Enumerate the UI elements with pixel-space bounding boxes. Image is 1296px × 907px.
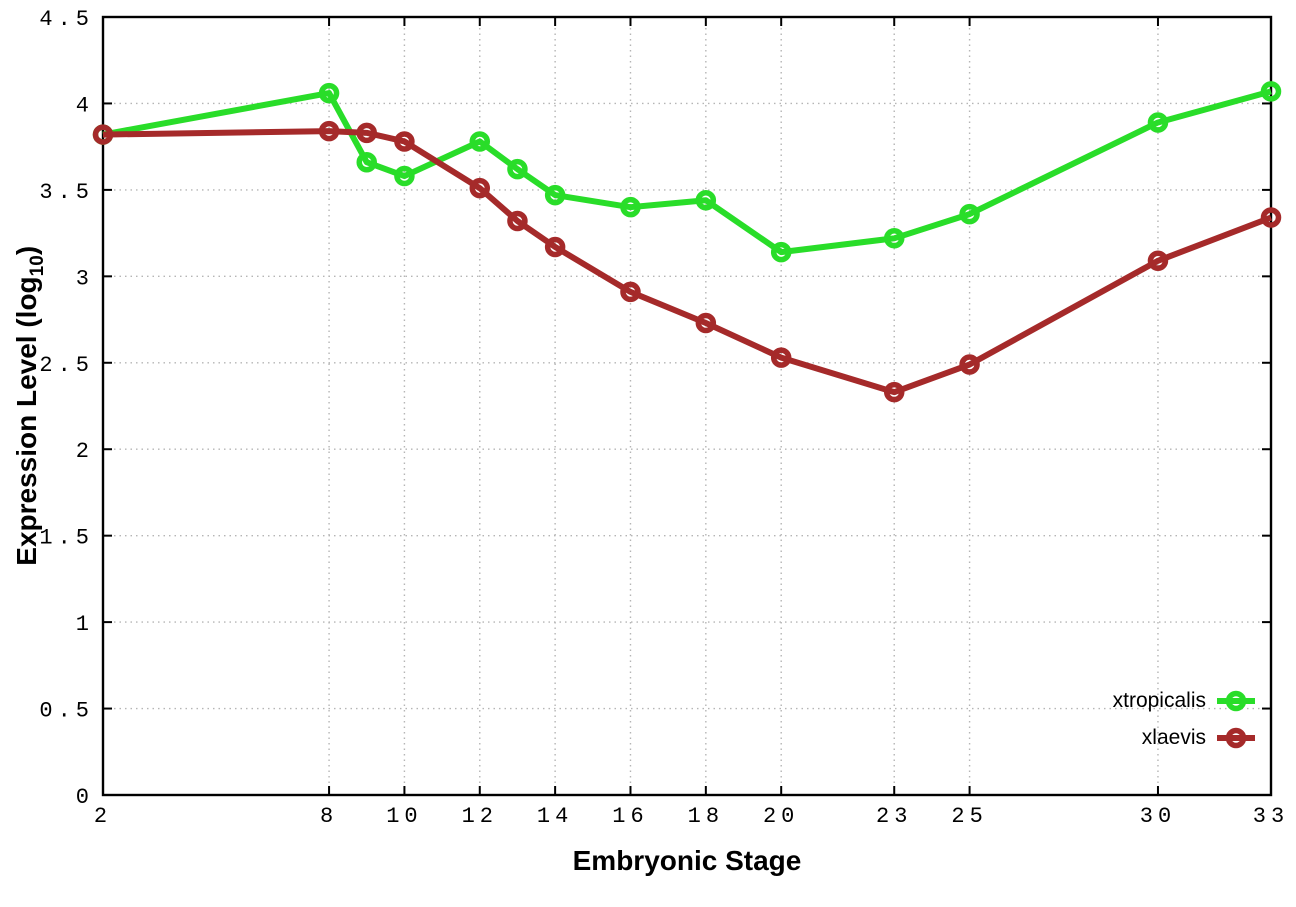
x-tick-label: 18	[688, 804, 724, 829]
data-point-xlaevis	[620, 281, 641, 303]
legend: xtropicalis xlaevis	[1113, 682, 1256, 756]
x-tick-label: 20	[763, 804, 799, 829]
data-point-xlaevis	[883, 381, 905, 403]
plot-border	[101, 15, 1273, 797]
legend-entry-xtropicalis: xtropicalis	[1113, 682, 1256, 719]
y-tick-label: 0.5	[39, 699, 94, 724]
legend-marker-icon	[1217, 690, 1255, 711]
series-line-xlaevis	[102, 128, 1273, 396]
y-tick-label: 2.5	[39, 353, 94, 378]
data-point-xtropicalis	[318, 82, 340, 104]
x-tick-label: 30	[1140, 804, 1176, 829]
data-point-xtropicalis	[356, 151, 377, 173]
data-point-xlaevis	[770, 347, 792, 368]
data-point-xlaevis	[1147, 250, 1169, 272]
data-point-xlaevis	[92, 124, 114, 145]
data-point-xtropicalis	[544, 184, 566, 206]
x-tick-label: 33	[1253, 804, 1289, 829]
y-tick-label: 1	[76, 612, 94, 637]
data-point-xtropicalis	[394, 165, 415, 187]
legend-label: xtropicalis	[1112, 688, 1206, 712]
data-point-xtropicalis	[469, 131, 491, 152]
y-tick-label: 4.5	[39, 7, 94, 32]
data-point-xtropicalis	[883, 228, 905, 249]
x-tick-label: 12	[462, 804, 498, 829]
x-tick-label: 16	[612, 804, 648, 829]
y-tick-label: 3.5	[39, 180, 94, 205]
data-point-xtropicalis	[695, 190, 717, 211]
data-point-xlaevis	[394, 131, 415, 152]
legend-marker-icon	[1217, 727, 1255, 748]
y-tick-label: 1.5	[39, 526, 94, 551]
y-axis-title-text: Expression Level (log10)	[11, 246, 48, 566]
y-tick-label: 4	[76, 93, 94, 118]
x-axis-title: Embryonic Stage	[572, 845, 802, 876]
y-tick-label: 2	[76, 439, 94, 464]
data-point-xlaevis	[959, 354, 980, 375]
y-tick-label: 0	[76, 785, 94, 810]
data-point-xlaevis	[469, 177, 491, 199]
y-tick-label: 3	[76, 266, 94, 291]
x-tick-label: 10	[386, 804, 422, 829]
data-point-xlaevis	[1260, 207, 1282, 228]
legend-label: xlaevis	[1141, 725, 1206, 749]
x-tick-label: 8	[320, 804, 338, 829]
data-point-xlaevis	[356, 122, 377, 144]
data-point-xtropicalis	[1147, 112, 1169, 133]
data-point-xtropicalis	[770, 241, 792, 263]
data-point-xtropicalis	[1260, 81, 1282, 102]
data-point-xtropicalis	[507, 158, 528, 180]
data-point-xlaevis	[544, 236, 566, 258]
data-point-xtropicalis	[959, 203, 980, 225]
data-point-xlaevis	[318, 120, 340, 142]
x-tick-label: 25	[951, 804, 987, 829]
legend-entry-xlaevis: xlaevis	[1113, 719, 1256, 756]
data-point-xtropicalis	[620, 196, 641, 218]
y-axis-title: Expression Level (log10)	[6, 17, 54, 795]
data-point-xlaevis	[507, 210, 528, 232]
x-tick-label: 2	[94, 804, 112, 829]
data-point-xlaevis	[695, 312, 717, 334]
series-line-xtropicalis	[102, 88, 1272, 256]
x-tick-label: 23	[876, 804, 912, 829]
x-tick-label: 14	[537, 804, 573, 829]
